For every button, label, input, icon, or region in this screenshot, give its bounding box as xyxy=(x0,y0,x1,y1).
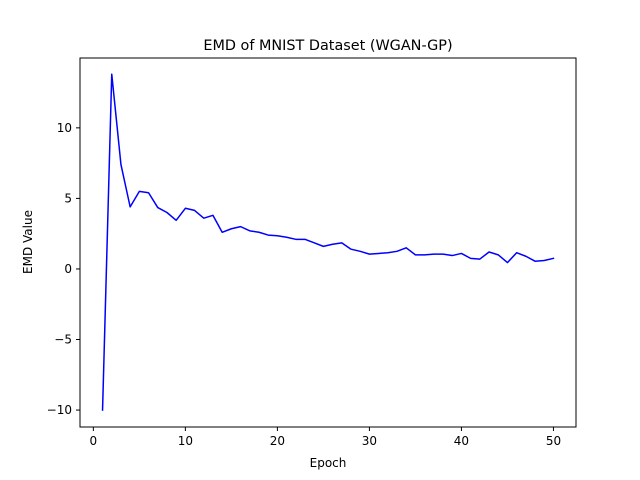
y-axis-label: EMD Value xyxy=(21,210,35,274)
chart-title: EMD of MNIST Dataset (WGAN-GP) xyxy=(203,38,452,54)
x-tick-label: 10 xyxy=(178,434,193,448)
y-tick-label: 0 xyxy=(64,262,72,276)
y-tick-label: −5 xyxy=(54,333,72,347)
x-axis-label: Epoch xyxy=(310,456,347,470)
y-tick-label: −10 xyxy=(47,403,72,417)
y-tick-label: 10 xyxy=(57,121,72,135)
y-tick-label: 5 xyxy=(64,191,72,205)
plot-area xyxy=(101,73,555,411)
x-axis: 0 10 20 30 40 50 xyxy=(90,427,561,448)
y-axis: −10 −5 0 5 10 xyxy=(47,121,80,417)
x-tick-label: 50 xyxy=(546,434,561,448)
series-line-0 xyxy=(101,73,555,411)
x-tick-label: 30 xyxy=(362,434,377,448)
x-tick-label: 40 xyxy=(454,434,469,448)
x-tick-label: 20 xyxy=(270,434,285,448)
axes-frame xyxy=(79,57,577,428)
x-tick-label: 0 xyxy=(90,434,98,448)
